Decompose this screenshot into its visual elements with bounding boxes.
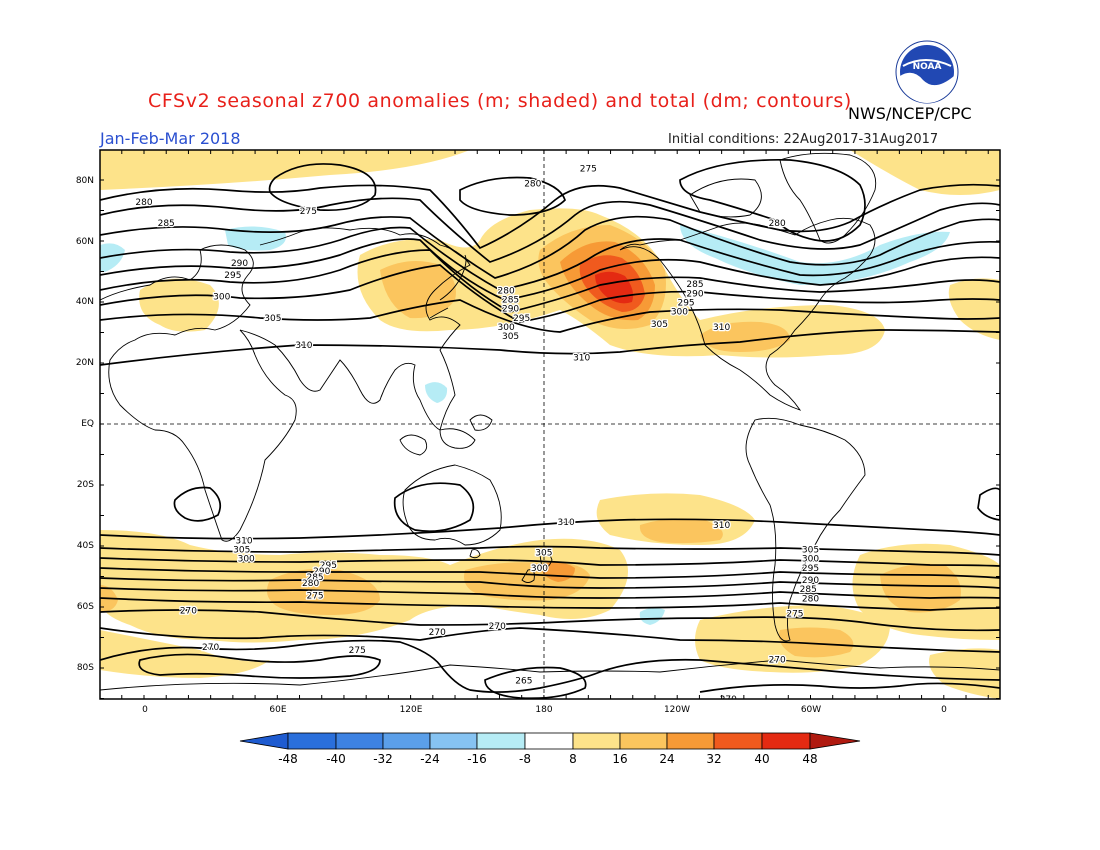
colorbar-label: -32	[373, 752, 393, 766]
contour-label: 295	[677, 299, 694, 309]
contour-label: 290	[686, 289, 703, 299]
contour-label: 310	[713, 521, 730, 531]
contour-label: 300	[802, 555, 819, 565]
colorbar-label: 32	[706, 752, 722, 766]
contour-label: 295	[802, 564, 819, 574]
contour-label: 280	[135, 198, 152, 208]
colorbar-label: 24	[659, 752, 675, 766]
contour-label: 310	[573, 353, 590, 363]
height-contours	[100, 158, 1000, 699]
contour-label: 285	[306, 573, 323, 583]
contour-label: 275	[349, 646, 366, 656]
logo-text: NOAA	[913, 62, 942, 72]
contour-label: 280	[769, 219, 786, 229]
contour-label: 280	[498, 286, 515, 296]
contour-label: 290	[502, 305, 519, 315]
agency-label: NWS/NCEP/CPC	[848, 104, 972, 123]
contour-label: 295	[224, 271, 241, 281]
lat-label-40n: 40N	[75, 297, 94, 307]
contour-label: 295	[320, 561, 337, 571]
contour-label: 305	[264, 314, 281, 324]
contour-label: 280	[802, 594, 819, 604]
contour-label: 305	[535, 549, 552, 559]
contour-label: 270	[429, 628, 446, 638]
lat-label-40s: 40S	[76, 541, 94, 551]
colorbar-label: -16	[467, 752, 487, 766]
noaa-logo: NOAA	[895, 40, 959, 104]
contour-label: 270	[180, 607, 197, 617]
contour-label: 290	[802, 576, 819, 586]
colorbar-label: 16	[612, 752, 628, 766]
contour-label: 310	[713, 323, 730, 333]
lat-label-20n: 20N	[75, 358, 94, 368]
colorbar-label: -40	[326, 752, 346, 766]
initial-conditions-label: Initial conditions: 22Aug2017-31Aug2017	[668, 132, 939, 147]
colorbar-label: -8	[519, 752, 531, 766]
contour-label: 285	[158, 219, 175, 229]
contour-label: 285	[686, 280, 703, 290]
contour-label: 275	[306, 591, 323, 601]
contour-label: 300	[498, 323, 515, 333]
contour-label: 310	[235, 536, 252, 546]
contour-label: 300	[531, 564, 548, 574]
lat-label-80s: 80S	[76, 663, 94, 673]
contour-label: 285	[800, 585, 817, 595]
contour-label: 310	[558, 518, 575, 528]
contour-label: 285	[502, 295, 519, 305]
contour-label: 275	[580, 164, 597, 174]
contour-label: 270	[769, 655, 786, 665]
contour-label: 275	[300, 207, 317, 217]
contour-label: 305	[802, 546, 819, 556]
lon-label-0: 0	[142, 705, 148, 715]
lon-label-60e: 60E	[269, 705, 287, 715]
lat-label-60n: 60N	[75, 237, 94, 247]
colorbar-label: -48	[278, 752, 298, 766]
contour-label: 305	[502, 332, 519, 342]
contour-label: 280	[524, 180, 541, 190]
contour-label: 290	[313, 567, 330, 577]
lat-label-eq: EQ	[81, 419, 94, 429]
contour-label: 270	[489, 622, 506, 632]
contour-label: 295	[513, 314, 530, 324]
contour-label: 270	[202, 643, 219, 653]
contour-label: 300	[213, 292, 230, 302]
contour-label: 275	[786, 610, 803, 620]
contour-label: 310	[295, 341, 312, 351]
contour-label: 270	[720, 695, 737, 705]
lon-label-0-east: 0	[941, 705, 947, 715]
lat-label-60s: 60S	[76, 602, 94, 612]
lon-label-120w: 120W	[663, 705, 691, 715]
contour-label: 265	[515, 677, 532, 687]
figure-title: CFSv2 seasonal z700 anomalies (m; shaded…	[148, 90, 852, 112]
lon-label-60w: 60W	[800, 705, 822, 715]
colorbar-label: 8	[569, 752, 577, 766]
contour-label: 305	[651, 320, 668, 330]
colorbar-label: 48	[802, 752, 818, 766]
contour-label: 290	[231, 259, 248, 269]
contour-label: 305	[233, 546, 250, 556]
contour-label: 280	[302, 579, 319, 589]
axis-ticks	[100, 150, 1000, 699]
colorbar-label: 40	[754, 752, 770, 766]
lat-label-80n: 80N	[75, 176, 94, 186]
lon-label-180: 180	[535, 705, 553, 715]
contour-label: 300	[238, 555, 255, 565]
season-label: Jan-Feb-Mar 2018	[100, 129, 241, 148]
contour-labels: 2752802752802802852902953003053102802852…	[134, 163, 820, 705]
colorbar-label: -24	[420, 752, 440, 766]
negative-anomaly-shading	[100, 225, 950, 625]
lon-label-120e: 120E	[399, 705, 423, 715]
contour-label: 300	[671, 308, 688, 318]
lat-label-20s: 20S	[76, 480, 94, 490]
